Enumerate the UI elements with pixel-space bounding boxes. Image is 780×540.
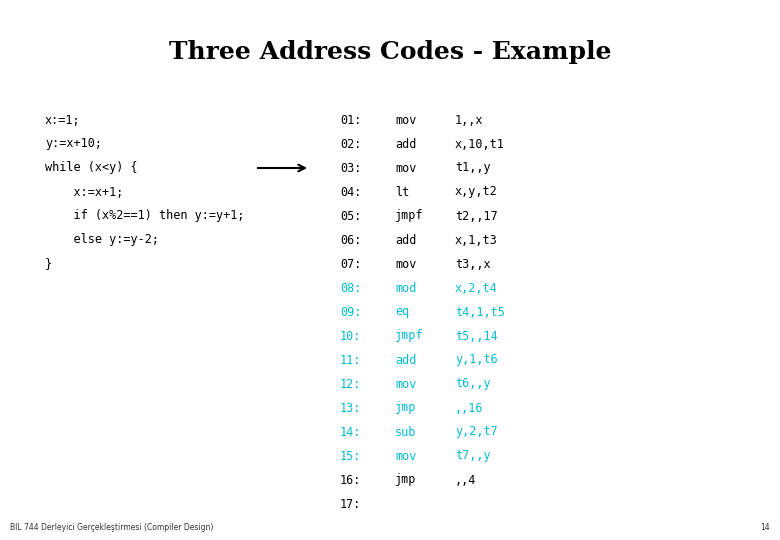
Text: 14:: 14: [340,426,361,438]
Text: sub: sub [395,426,417,438]
Text: 13:: 13: [340,402,361,415]
Text: 01:: 01: [340,113,361,126]
Text: 10:: 10: [340,329,361,342]
Text: t4,1,t5: t4,1,t5 [455,306,505,319]
Text: 17:: 17: [340,497,361,510]
Text: 07:: 07: [340,258,361,271]
Text: 16:: 16: [340,474,361,487]
Text: 02:: 02: [340,138,361,151]
Text: y:=x+10;: y:=x+10; [45,138,102,151]
Text: mov: mov [395,113,417,126]
Text: 12:: 12: [340,377,361,390]
Text: x,y,t2: x,y,t2 [455,186,498,199]
Text: x,2,t4: x,2,t4 [455,281,498,294]
Text: y,2,t7: y,2,t7 [455,426,498,438]
Text: mov: mov [395,449,417,462]
Text: 11:: 11: [340,354,361,367]
Text: ,,16: ,,16 [455,402,484,415]
Text: jmpf: jmpf [395,329,424,342]
Text: jmp: jmp [395,474,417,487]
Text: t3,,x: t3,,x [455,258,491,271]
Text: add: add [395,138,417,151]
Text: else y:=y-2;: else y:=y-2; [45,233,159,246]
Text: mov: mov [395,377,417,390]
Text: t1,,y: t1,,y [455,161,491,174]
Text: 06:: 06: [340,233,361,246]
Text: x:=x+1;: x:=x+1; [45,186,123,199]
Text: jmpf: jmpf [395,210,424,222]
Text: 05:: 05: [340,210,361,222]
Text: 1,,x: 1,,x [455,113,484,126]
Text: 03:: 03: [340,161,361,174]
Text: ,,4: ,,4 [455,474,477,487]
Text: Three Address Codes - Example: Three Address Codes - Example [168,40,612,64]
Text: t5,,14: t5,,14 [455,329,498,342]
Text: if (x%2==1) then y:=y+1;: if (x%2==1) then y:=y+1; [45,210,244,222]
Text: x,10,t1: x,10,t1 [455,138,505,151]
Text: BIL 744 Derleyici Gerçekleştirmesi (Compiler Design): BIL 744 Derleyici Gerçekleştirmesi (Comp… [10,523,214,532]
Text: 08:: 08: [340,281,361,294]
Text: t2,,17: t2,,17 [455,210,498,222]
Text: 14: 14 [760,523,770,532]
Text: }: } [45,258,52,271]
Text: while (x<y) {: while (x<y) { [45,161,137,174]
Text: x,1,t3: x,1,t3 [455,233,498,246]
Text: y,1,t6: y,1,t6 [455,354,498,367]
Text: mov: mov [395,161,417,174]
Text: add: add [395,233,417,246]
Text: mov: mov [395,258,417,271]
Text: eq: eq [395,306,410,319]
Text: 04:: 04: [340,186,361,199]
Text: mod: mod [395,281,417,294]
Text: lt: lt [395,186,410,199]
Text: 09:: 09: [340,306,361,319]
Text: t7,,y: t7,,y [455,449,491,462]
Text: 15:: 15: [340,449,361,462]
Text: t6,,y: t6,,y [455,377,491,390]
Text: x:=1;: x:=1; [45,113,80,126]
Text: jmp: jmp [395,402,417,415]
Text: add: add [395,354,417,367]
